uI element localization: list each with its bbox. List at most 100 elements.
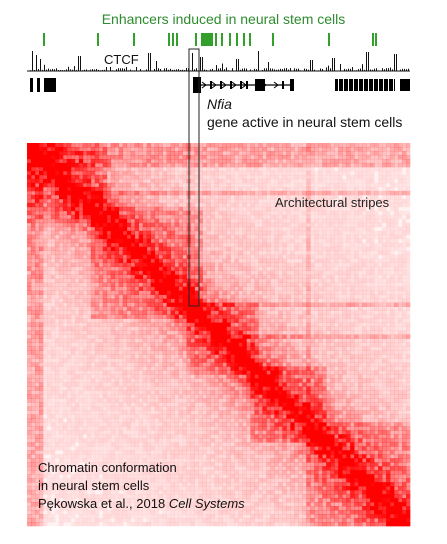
heatmap-cell bbox=[226, 226, 231, 232]
heatmap-cell bbox=[358, 202, 363, 208]
heatmap-cell bbox=[242, 218, 247, 224]
heatmap-cell bbox=[202, 270, 207, 276]
heatmap-cell bbox=[162, 314, 167, 319]
heatmap-cell bbox=[150, 254, 156, 260]
heatmap-cell bbox=[250, 230, 255, 236]
heatmap-cell bbox=[114, 314, 120, 319]
heatmap-cell bbox=[166, 302, 171, 307]
heatmap-cell bbox=[102, 202, 108, 208]
heatmap-cell bbox=[146, 174, 152, 180]
heatmap-cell bbox=[314, 286, 319, 291]
heatmap-cell bbox=[338, 174, 343, 180]
heatmap-cell bbox=[354, 230, 359, 236]
heatmap-cell bbox=[70, 146, 76, 152]
heatmap-cell bbox=[46, 258, 52, 264]
heatmap-cell bbox=[150, 182, 156, 188]
heatmap-cell bbox=[354, 143, 359, 148]
heatmap-cell bbox=[326, 206, 331, 212]
heatmap-cell bbox=[286, 270, 291, 276]
heatmap-cell bbox=[394, 314, 399, 319]
heatmap-cell bbox=[150, 306, 156, 311]
heatmap-cell bbox=[34, 246, 40, 252]
heatmap-cell bbox=[374, 234, 379, 240]
heatmap-cell bbox=[34, 322, 40, 327]
heatmap-cell bbox=[82, 202, 88, 208]
heatmap-cell bbox=[50, 230, 56, 236]
heatmap-cell bbox=[310, 186, 315, 192]
heatmap-cell bbox=[314, 302, 319, 307]
heatmap-cell bbox=[198, 210, 203, 216]
ctcf-peak bbox=[232, 68, 233, 71]
heatmap-cell bbox=[70, 258, 76, 264]
heatmap-cell bbox=[27, 330, 32, 335]
heatmap-cell bbox=[222, 286, 227, 291]
heatmap-cell bbox=[262, 250, 267, 256]
heatmap-cell bbox=[174, 302, 179, 307]
heatmap-cell bbox=[310, 150, 315, 156]
heatmap-cell bbox=[306, 234, 311, 240]
heatmap-cell bbox=[246, 254, 251, 260]
heatmap-cell bbox=[30, 150, 36, 156]
heatmap-cell bbox=[222, 298, 227, 303]
heatmap-cell bbox=[234, 338, 239, 343]
heatmap-cell bbox=[330, 338, 335, 343]
heatmap-cell bbox=[78, 230, 84, 236]
heatmap-cell bbox=[86, 250, 92, 256]
heatmap-cell bbox=[114, 178, 120, 184]
heatmap-cell bbox=[78, 330, 84, 335]
heatmap-cell bbox=[366, 218, 371, 224]
heatmap-cell bbox=[266, 202, 271, 208]
heatmap-cell bbox=[230, 206, 235, 212]
heatmap-cell bbox=[238, 206, 243, 212]
heatmap-cell bbox=[406, 170, 411, 176]
heatmap-cell bbox=[322, 338, 327, 343]
heatmap-cell bbox=[190, 238, 195, 244]
heatmap-cell bbox=[258, 266, 263, 272]
heatmap-cell bbox=[238, 178, 243, 184]
heatmap-cell bbox=[82, 162, 88, 168]
heatmap-cell bbox=[190, 146, 195, 152]
heatmap-cell bbox=[406, 322, 411, 327]
heatmap-cell bbox=[322, 174, 327, 180]
heatmap-cell bbox=[82, 238, 88, 244]
heatmap-cell bbox=[138, 146, 144, 152]
heatmap-cell bbox=[298, 258, 303, 264]
heatmap-cell bbox=[110, 194, 116, 200]
heatmap-cell bbox=[122, 298, 128, 303]
heatmap-cell bbox=[306, 202, 311, 208]
heatmap-cell bbox=[46, 334, 52, 339]
heatmap-cell bbox=[142, 198, 148, 204]
heatmap-cell bbox=[362, 326, 367, 331]
heatmap-cell bbox=[50, 326, 56, 331]
heatmap-cell bbox=[34, 202, 40, 208]
heatmap-cell bbox=[74, 322, 80, 327]
ctcf-peak bbox=[30, 70, 31, 71]
heatmap-cell bbox=[130, 206, 136, 212]
heatmap-cell bbox=[66, 222, 72, 228]
heatmap-cell bbox=[42, 302, 48, 307]
heatmap-cell bbox=[286, 210, 291, 216]
heatmap-cell bbox=[186, 306, 191, 311]
heatmap-cell bbox=[230, 338, 235, 343]
heatmap-cell bbox=[110, 302, 116, 307]
heatmap-cell bbox=[350, 186, 355, 192]
heatmap-cell bbox=[182, 262, 187, 268]
heatmap-cell bbox=[194, 143, 199, 148]
heatmap-cell bbox=[110, 318, 116, 323]
heatmap-cell bbox=[366, 262, 371, 268]
heatmap-cell bbox=[346, 162, 351, 168]
heatmap-cell bbox=[406, 306, 411, 311]
heatmap-cell bbox=[122, 274, 128, 279]
heatmap-cell bbox=[322, 222, 327, 228]
heatmap-cell bbox=[74, 166, 80, 172]
heatmap-cell bbox=[394, 143, 399, 148]
heatmap-cell bbox=[210, 330, 215, 335]
heatmap-cell bbox=[290, 334, 295, 339]
heatmap-cell bbox=[370, 266, 375, 272]
heatmap-cell bbox=[342, 166, 347, 172]
heatmap-cell bbox=[382, 290, 387, 295]
heatmap-cell bbox=[310, 318, 315, 323]
heatmap-cell bbox=[74, 182, 80, 188]
heatmap-cell bbox=[342, 330, 347, 335]
heatmap-cell bbox=[174, 334, 179, 339]
